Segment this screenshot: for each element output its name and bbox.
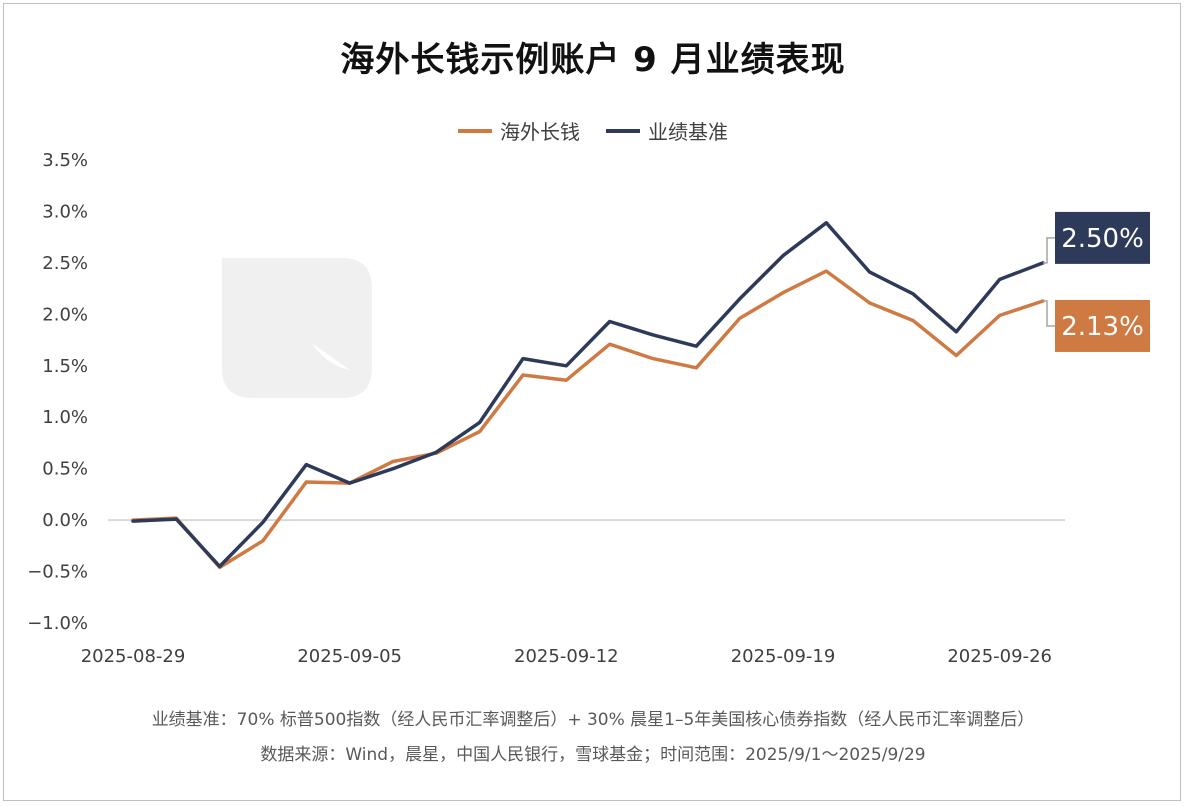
chart-title: 海外长钱示例账户 9 月业绩表现 bbox=[340, 40, 846, 80]
y-tick-label: 2.0% bbox=[42, 304, 88, 325]
end-label-box-0 bbox=[1055, 299, 1150, 352]
legend-item-series-0: 海外长钱 bbox=[458, 116, 580, 145]
y-tick-label: −1.0% bbox=[27, 613, 88, 634]
y-tick-label: 0.5% bbox=[42, 459, 88, 480]
end-label-connector-1 bbox=[1043, 237, 1055, 264]
x-tick-label: 2025-09-12 bbox=[514, 646, 619, 667]
x-tick-label: 2025-09-26 bbox=[947, 646, 1052, 667]
end-label-box-1 bbox=[1055, 211, 1150, 264]
chart-frame bbox=[3, 3, 1181, 801]
y-tick-label: 1.5% bbox=[42, 356, 88, 377]
x-tick-label: 2025-08-29 bbox=[81, 646, 186, 667]
legend-swatch-series-1 bbox=[606, 128, 640, 133]
chart-legend: 海外长钱 业绩基准 bbox=[0, 116, 1186, 145]
series-line-1 bbox=[131, 221, 1045, 569]
legend-item-series-1: 业绩基准 bbox=[606, 116, 728, 145]
y-tick-label: 0.0% bbox=[42, 510, 88, 531]
series-line-0 bbox=[131, 269, 1045, 570]
end-label-connector-0 bbox=[1043, 300, 1055, 327]
source-note: 数据来源：Wind，晨星，中国人民银行，雪球基金；时间范围：2025/9/1～2… bbox=[260, 745, 926, 765]
legend-label-series-0: 海外长钱 bbox=[500, 120, 580, 144]
legend-label-series-1: 业绩基准 bbox=[648, 120, 728, 144]
y-tick-label: 3.0% bbox=[42, 201, 88, 222]
x-tick-label: 2025-09-05 bbox=[297, 646, 402, 667]
y-tick-label: 1.0% bbox=[42, 407, 88, 428]
benchmark-note: 业绩基准：70% 标普500指数（经人民币汇率调整后）+ 30% 晨星1–5年美… bbox=[151, 710, 1035, 730]
watermark bbox=[222, 258, 372, 398]
y-tick-label: −0.5% bbox=[27, 562, 88, 583]
x-tick-label: 2025-09-19 bbox=[731, 646, 836, 667]
end-label-1: 2.50% bbox=[1061, 224, 1144, 254]
legend-swatch-series-0 bbox=[458, 128, 492, 133]
y-tick-label: 2.5% bbox=[42, 253, 88, 274]
y-tick-label: 3.5% bbox=[42, 150, 88, 171]
watermark-logo-icon bbox=[222, 258, 372, 398]
end-label-0: 2.13% bbox=[1061, 312, 1144, 342]
